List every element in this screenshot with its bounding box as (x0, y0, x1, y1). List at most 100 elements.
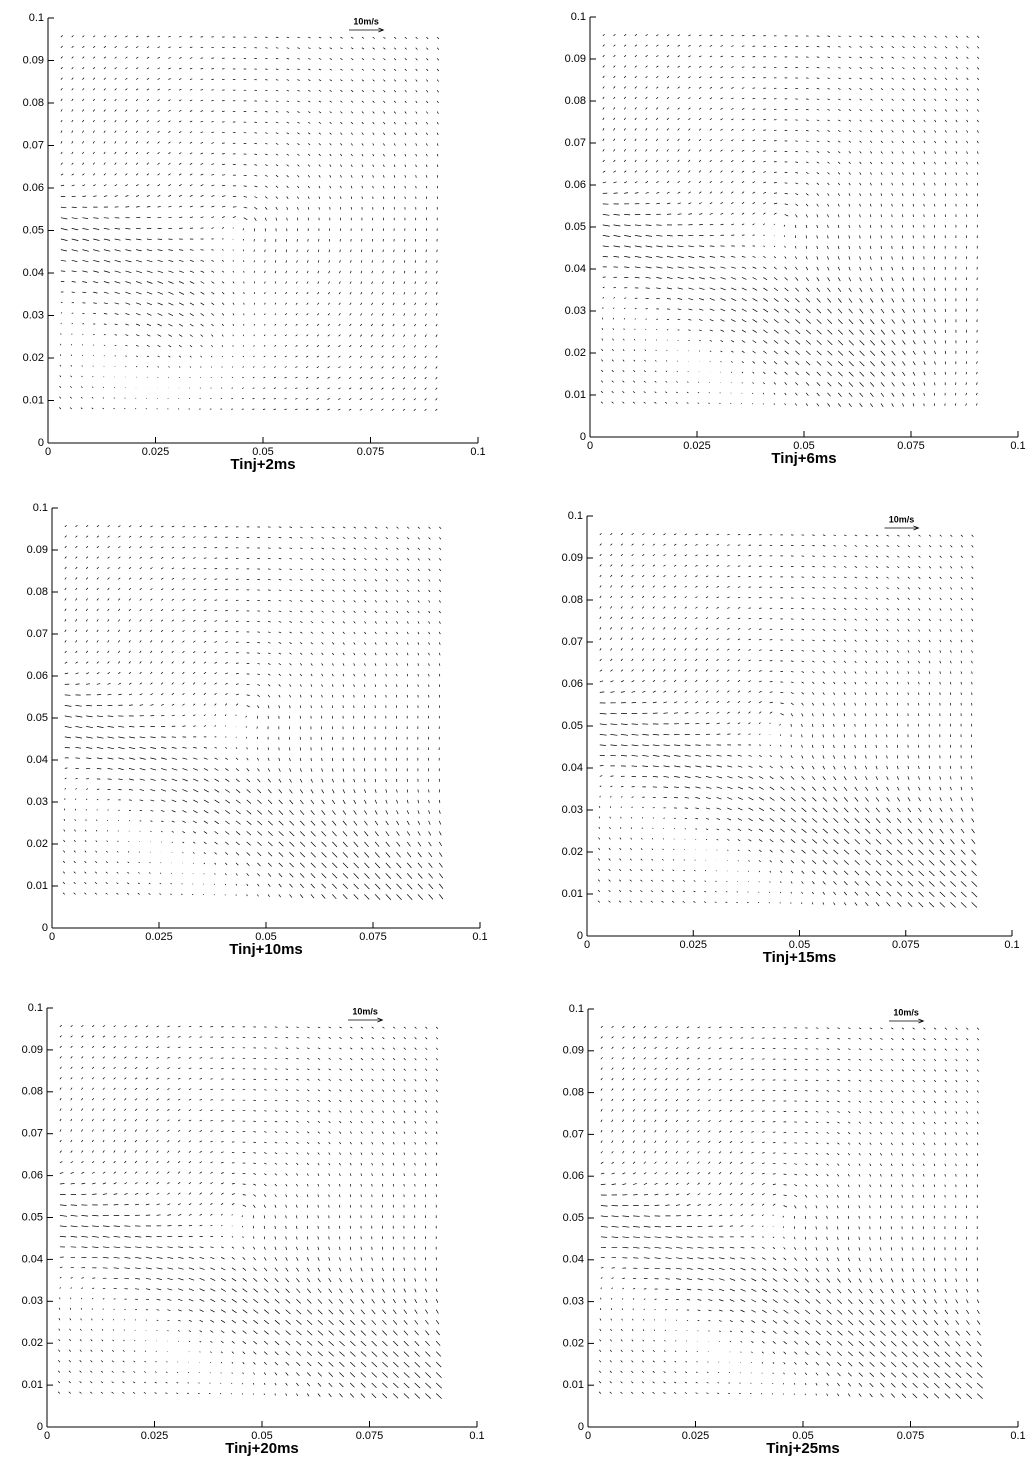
reference-label: 10m/s (353, 16, 379, 26)
y-tick-label: 0.03 (27, 796, 48, 808)
y-tick-label: 0.07 (23, 139, 44, 151)
y-tick-label: 0.04 (563, 1254, 584, 1266)
y-tick-label: 0.09 (22, 1044, 43, 1056)
x-tick-label: 0.075 (897, 1430, 925, 1442)
reference-arrow (884, 525, 920, 531)
x-tick-label: 0.1 (469, 1430, 484, 1442)
x-tick-label: 0.025 (145, 931, 173, 943)
y-tick-label: 0.04 (27, 754, 48, 766)
x-tick-label: 0.025 (682, 1430, 710, 1442)
x-tick-label: 0.05 (789, 939, 810, 951)
y-tick-label: 0.07 (565, 137, 586, 149)
x-axis-label: Tinj+15ms (763, 949, 837, 966)
x-axis-label: Tinj+20ms (225, 1440, 299, 1457)
y-tick-label: 0.01 (27, 880, 48, 892)
x-tick-label: 0.05 (251, 1430, 272, 1442)
y-tick-label: 0 (578, 1421, 584, 1433)
y-tick-label: 0.02 (27, 838, 48, 850)
x-tick-label: 0.1 (1004, 939, 1019, 951)
y-tick-label: 0 (577, 930, 583, 942)
y-tick-label: 0.06 (563, 1170, 584, 1182)
x-tick-label: 0.025 (141, 1430, 169, 1442)
y-tick-label: 0.01 (22, 1379, 43, 1391)
x-axis-label: Tinj+10ms (229, 941, 303, 958)
y-tick-label: 0.03 (22, 1295, 43, 1307)
x-tick-label: 0.1 (472, 931, 487, 943)
y-tick-label: 0.09 (565, 53, 586, 65)
x-axis-label: Tinj+25ms (766, 1440, 840, 1457)
y-tick-label: 0.05 (23, 224, 44, 236)
y-tick-label: 0.09 (23, 54, 44, 66)
y-tick-label: 0.06 (562, 678, 583, 690)
reference-arrow (349, 27, 385, 33)
y-tick-label: 0.02 (562, 846, 583, 858)
x-tick-label: 0.025 (683, 440, 711, 452)
x-axis-label: Tinj+2ms (230, 456, 295, 473)
vector-field (59, 35, 440, 412)
y-tick-label: 0.03 (563, 1296, 584, 1308)
y-tick-label: 0.09 (562, 552, 583, 564)
y-tick-label: 0.04 (22, 1253, 43, 1265)
y-tick-label: 0.03 (562, 804, 583, 816)
y-tick-label: 0.05 (565, 221, 586, 233)
x-tick-label: 0.1 (1010, 440, 1025, 452)
y-tick-label: 0.08 (22, 1086, 43, 1098)
x-tick-label: 0 (585, 1430, 591, 1442)
reference-label: 10m/s (893, 1007, 919, 1017)
x-tick-label: 0 (44, 1430, 50, 1442)
x-tick-label: 0 (584, 939, 590, 951)
y-tick-label: 0.06 (22, 1170, 43, 1182)
y-tick-label: 0.08 (565, 95, 586, 107)
x-tick-label: 0.075 (357, 446, 385, 458)
y-tick-label: 0.1 (29, 12, 44, 24)
y-tick-label: 0.05 (563, 1212, 584, 1224)
y-tick-label: 0 (37, 1421, 43, 1433)
y-tick-label: 0.06 (565, 179, 586, 191)
y-tick-label: 0.02 (22, 1337, 43, 1349)
y-tick-label: 0.08 (27, 586, 48, 598)
y-tick-label: 0 (580, 431, 586, 443)
x-tick-label: 0 (49, 931, 55, 943)
y-tick-label: 0.05 (27, 712, 48, 724)
x-tick-label: 0.075 (897, 440, 925, 452)
y-tick-label: 0.02 (565, 347, 586, 359)
y-tick-label: 0.01 (565, 389, 586, 401)
y-tick-label: 0.1 (568, 510, 583, 522)
reference-arrow (348, 1017, 384, 1023)
x-tick-label: 0.1 (470, 446, 485, 458)
vector-field (600, 33, 980, 408)
y-tick-label: 0.01 (23, 394, 44, 406)
y-tick-label: 0.04 (562, 762, 583, 774)
y-tick-label: 0.1 (569, 1003, 584, 1015)
x-tick-label: 0.05 (252, 446, 273, 458)
y-tick-label: 0.08 (562, 594, 583, 606)
y-tick-label: 0.03 (565, 305, 586, 317)
y-tick-label: 0 (42, 922, 48, 934)
y-tick-label: 0.08 (563, 1087, 584, 1099)
x-tick-label: 0.075 (892, 939, 920, 951)
vector-field (598, 1025, 983, 1399)
reference-label: 10m/s (352, 1006, 378, 1016)
x-tick-label: 0 (587, 440, 593, 452)
x-tick-label: 0.075 (359, 931, 387, 943)
x-tick-label: 0.075 (356, 1430, 384, 1442)
vector-field (597, 532, 978, 908)
y-tick-label: 0.02 (563, 1337, 584, 1349)
y-tick-label: 0.01 (563, 1379, 584, 1391)
y-tick-label: 0.1 (28, 1002, 43, 1014)
y-tick-label: 0.07 (563, 1128, 584, 1140)
x-tick-label: 0.05 (255, 931, 276, 943)
x-tick-label: 0.025 (142, 446, 170, 458)
y-tick-label: 0.07 (562, 636, 583, 648)
x-tick-label: 0.1 (1010, 1430, 1025, 1442)
y-tick-label: 0.05 (562, 720, 583, 732)
reference-arrow (889, 1018, 925, 1024)
y-tick-label: 0.09 (27, 544, 48, 556)
x-tick-label: 0.025 (679, 939, 707, 951)
y-tick-label: 0.07 (27, 628, 48, 640)
y-tick-label: 0.06 (23, 182, 44, 194)
y-tick-label: 0.09 (563, 1045, 584, 1057)
y-tick-label: 0.01 (562, 888, 583, 900)
y-tick-label: 0.02 (23, 352, 44, 364)
